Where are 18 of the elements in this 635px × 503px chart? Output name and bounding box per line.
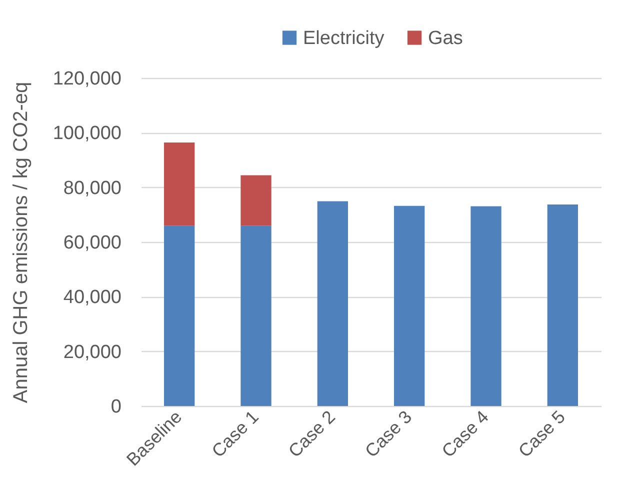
y-tick-label: 20,000 — [63, 342, 122, 363]
bar — [164, 226, 195, 406]
y-tick-label: 100,000 — [52, 123, 122, 144]
bar — [317, 201, 348, 406]
bar — [547, 204, 578, 406]
y-tick-label: 80,000 — [63, 178, 122, 199]
y-tick-label: 40,000 — [63, 287, 122, 308]
y-axis-title: Annual GHG emissions / kg CO2-eq — [10, 82, 32, 404]
legend-label: Gas — [428, 28, 463, 49]
bar — [164, 142, 195, 226]
bar — [240, 175, 272, 226]
legend-label: Electricity — [303, 28, 385, 49]
bar — [240, 226, 272, 406]
y-tick-label: 0 — [110, 396, 122, 418]
bar — [394, 206, 425, 406]
y-tick-label: 60,000 — [63, 232, 122, 254]
y-tick-label: 120,000 — [52, 68, 122, 90]
bar — [470, 206, 502, 406]
